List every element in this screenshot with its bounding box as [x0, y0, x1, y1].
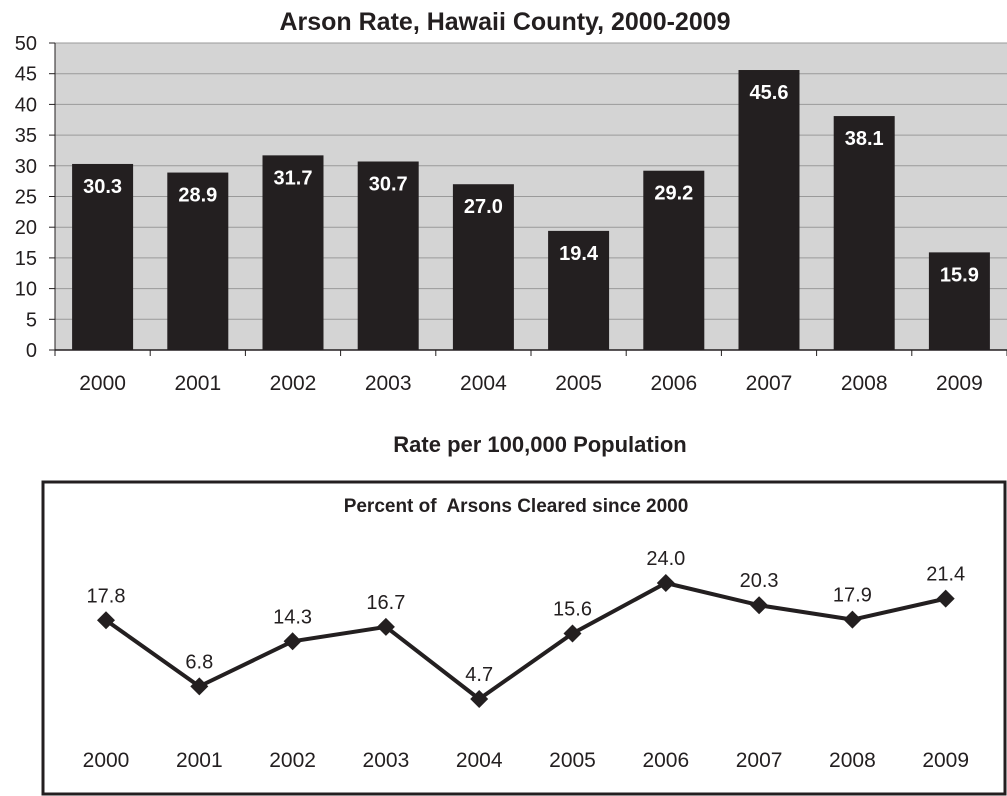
bar-x-tick-label: 2007 — [746, 372, 793, 395]
line-value-label: 16.7 — [366, 592, 405, 614]
line-value-label: 17.9 — [833, 585, 872, 607]
bar-y-tick-label: 5 — [26, 309, 37, 331]
line-chart: Percent of Arsons Cleared since 2000 17.… — [41, 480, 1007, 796]
line-x-tick-label: 2000 — [83, 749, 130, 772]
line-x-tick-label: 2008 — [829, 749, 876, 772]
bar-value-label: 30.7 — [369, 174, 408, 196]
bar — [548, 230, 610, 350]
bar — [738, 70, 800, 351]
bar — [833, 116, 895, 350]
line-chart-title: Percent of Arsons Cleared since 2000 — [344, 496, 689, 517]
line-value-label: 4.7 — [465, 664, 493, 686]
line-point — [563, 624, 582, 643]
bar-x-tick-label: 2005 — [555, 372, 602, 395]
bar-y-tick-label: 0 — [26, 340, 37, 362]
line-value-label: 24.0 — [646, 548, 685, 570]
bar-y-tick-label: 15 — [15, 248, 37, 270]
bar — [167, 172, 229, 350]
line-point — [97, 611, 115, 630]
bar-chart: Arson Rate, Hawaii County, 2000-2009 0 5 1… — [15, 8, 1007, 457]
bar-y-tick-label: 10 — [15, 279, 37, 301]
line-point — [376, 617, 395, 636]
line-point — [190, 677, 209, 696]
line-data-labels: 17.8 6.8 14.3 16.7 4.7 15.6 24.0 20.3 17.9 21.4 — [87, 548, 966, 686]
line-value-label: 15.6 — [553, 598, 592, 620]
bar — [262, 155, 324, 350]
bar — [357, 161, 419, 350]
bar-y-tick-label: 25 — [15, 187, 37, 209]
bar-x-tick-label: 2004 — [460, 372, 507, 395]
line-point — [283, 632, 302, 651]
line-value-label: 6.8 — [185, 651, 213, 673]
line-point — [470, 690, 489, 708]
line-point — [843, 610, 862, 629]
bar-value-label: 29.2 — [654, 183, 693, 205]
bar-x-tick-label: 2008 — [841, 372, 888, 395]
bar-value-label: 45.6 — [750, 82, 789, 104]
line-point — [750, 596, 769, 615]
line-markers — [97, 574, 955, 708]
bar-y-tick-label: 30 — [15, 156, 37, 178]
bar-y-tick-label: 50 — [15, 33, 37, 55]
line-chart-frame — [41, 480, 1007, 796]
bar-value-label: 30.3 — [83, 176, 122, 198]
line-x-tick-label: 2002 — [269, 749, 316, 772]
bar-x-tick-label: 2003 — [365, 372, 412, 395]
line-x-tick-label: 2009 — [922, 749, 969, 772]
bar — [643, 170, 705, 350]
bar-series: 30.3 28.9 31.7 30.7 27.0 19.4 29.2 45.6 38.1 15.9 — [72, 70, 990, 351]
line-value-label: 17.8 — [87, 585, 126, 607]
line-x-tick-label: 2004 — [456, 749, 503, 772]
bar-chart-title: Arson Rate, Hawaii County, 2000-2009 — [279, 8, 730, 36]
bar-value-label: 38.1 — [845, 128, 884, 150]
bar-x-tick-label: 2006 — [650, 372, 697, 395]
bar — [928, 252, 990, 350]
line-x-tick-label: 2007 — [736, 749, 783, 772]
bar-value-label: 15.9 — [940, 264, 979, 286]
line-point — [656, 574, 675, 592]
bar-y-tick-label: 20 — [15, 217, 37, 239]
bar-value-label: 31.7 — [274, 167, 313, 189]
bar-y-tick-label: 35 — [15, 125, 37, 147]
bar-y-tick-label: 40 — [15, 94, 37, 116]
line-value-label: 21.4 — [926, 564, 965, 586]
line-x-tick-label: 2006 — [642, 749, 689, 772]
bar-x-tick-label: 2009 — [936, 372, 983, 395]
bar-value-label: 27.0 — [464, 196, 503, 218]
line-x-tick-label: 2003 — [363, 749, 410, 772]
bar-x-axis: 2000 2001 2002 2003 2004 2005 2006 2007 2008 2009 — [54, 349, 1007, 395]
line-value-label: 20.3 — [740, 570, 779, 592]
line-x-tick-label: 2005 — [549, 749, 596, 772]
line-value-label: 14.3 — [273, 606, 312, 628]
bar-x-tick-label: 2002 — [270, 372, 317, 395]
bar-y-axis: 0 5 10 15 20 25 30 35 40 45 50 — [15, 33, 56, 362]
line-series — [104, 581, 947, 701]
bar-value-label: 19.4 — [559, 243, 599, 265]
line-x-tick-label: 2001 — [176, 749, 223, 772]
bar — [72, 163, 134, 350]
bar — [452, 184, 514, 350]
bar-x-tick-label: 2000 — [79, 372, 126, 395]
bar-value-label: 28.9 — [178, 185, 217, 207]
bar-y-tick-label: 45 — [15, 64, 37, 86]
line-x-axis: 2000 2001 2002 2003 2004 2005 2006 2007 2008 2009 — [83, 749, 969, 772]
bar-x-tick-label: 2001 — [174, 372, 221, 395]
line-point — [936, 589, 955, 608]
bar-x-axis-label: Rate per 100,000 Population — [393, 432, 686, 457]
